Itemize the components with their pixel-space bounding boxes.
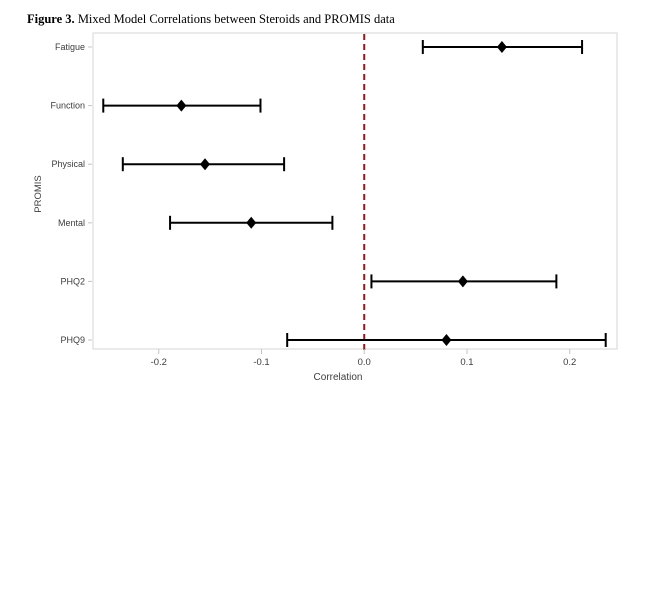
category-label-function: Function [50,101,85,111]
category-label-phq2: PHQ2 [60,276,85,286]
x-axis-tick-label: -0.2 [151,357,167,368]
x-axis-tick-label: 0.1 [460,357,473,368]
category-label-phq9: PHQ9 [60,335,85,345]
forest-plot: -0.2 -0.1 0.0 0.1 0.2 Correlation PROMIS Fatigu… [33,32,618,383]
plot-border [92,32,618,350]
category-label-fatigue: Fatigue [55,42,85,52]
figure-caption-label: Figure 3. [27,12,75,26]
x-axis-title: Correlation [314,372,363,383]
figure-caption: Figure 3. Mixed Model Correlations betwe… [27,12,395,27]
category-label-mental: Mental [58,218,85,228]
estimate-marker-mental [246,216,257,229]
estimate-marker-phq9 [441,334,452,346]
forest-plot-svg: -0.2 -0.1 0.0 0.1 0.2 Correlation PROMIS Fatigu… [33,32,618,383]
category-label-physical: Physical [51,159,85,169]
estimate-marker-phq2 [457,275,468,288]
estimate-marker-fatigue [496,41,507,53]
estimate-marker-physical [199,158,210,171]
x-axis-tick-label: 0.0 [358,357,371,368]
x-axis-tick-label: 0.2 [563,357,576,368]
figure-caption-text: Mixed Model Correlations between Steroid… [74,12,395,26]
x-axis-tick-label: -0.1 [253,357,269,368]
estimate-marker-function [176,99,187,112]
y-axis-title: PROMIS [33,175,44,212]
